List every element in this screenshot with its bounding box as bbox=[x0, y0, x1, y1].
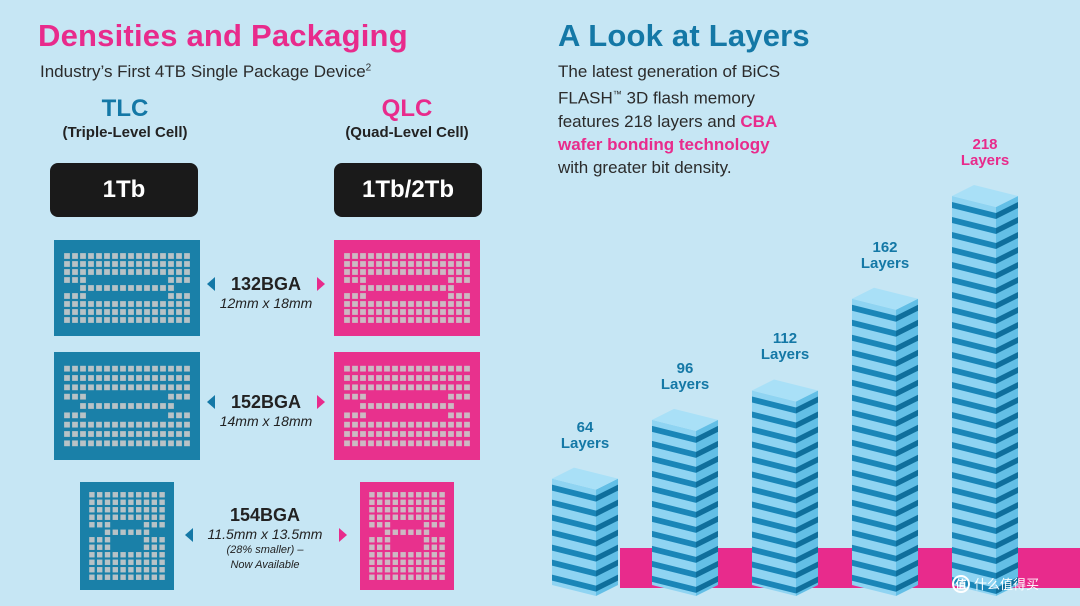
bar-96-layers bbox=[652, 408, 718, 596]
arrow-right-icon bbox=[317, 277, 325, 291]
bar-unit: Layers bbox=[760, 346, 810, 364]
bar-value: 162 bbox=[872, 238, 898, 256]
ball-grid-icon bbox=[64, 365, 190, 447]
ball-grid-icon bbox=[344, 253, 470, 323]
qlc-header: QLC (Quad-Level Cell) bbox=[322, 96, 492, 144]
bga-availability: Now Available bbox=[230, 559, 300, 571]
arrow-left-icon bbox=[207, 277, 215, 291]
desc-text: 3D flash memory bbox=[621, 88, 755, 108]
desc-line: The latest generation of BiCS bbox=[558, 62, 781, 81]
bar-112-layers bbox=[752, 379, 818, 596]
qlc-desc: (Quad-Level Cell) bbox=[345, 124, 469, 141]
bga-dims: 11.5mm x 13.5mm bbox=[207, 526, 323, 542]
qlc-label: QLC bbox=[381, 95, 433, 122]
tlc-desc: (Triple-Level Cell) bbox=[62, 124, 188, 141]
layers-title: A Look at Layers bbox=[558, 18, 810, 53]
bar-label: 64 Layers bbox=[542, 418, 628, 452]
footnote-marker: 2 bbox=[365, 62, 372, 74]
trademark-mark: ™ bbox=[612, 89, 622, 99]
bar-unit: Layers bbox=[960, 152, 1010, 169]
bar-unit: Layers bbox=[860, 254, 910, 272]
bga-dims: 12mm x 18mm bbox=[219, 295, 313, 311]
desc-line: features 218 layers and CBA bbox=[558, 110, 858, 133]
qlc-152bga-chip bbox=[334, 352, 480, 460]
bar-unit: Layers bbox=[660, 375, 710, 393]
qlc-154bga-chip bbox=[360, 482, 454, 590]
cba-highlight: CBA bbox=[740, 111, 778, 131]
bga-152-label: 152BGA 14mm x 18mm bbox=[210, 392, 322, 430]
tlc-152bga-chip bbox=[54, 352, 200, 460]
arrow-left-icon bbox=[185, 528, 193, 542]
bar-label: 218 Layers bbox=[942, 137, 1028, 169]
ball-grid-icon bbox=[64, 253, 190, 323]
ball-grid-icon bbox=[369, 492, 445, 580]
packaging-subtitle: Industry’s First 4TB Single Package Devi… bbox=[40, 62, 371, 82]
bga-154-label: 154BGA 11.5mm x 13.5mm (28% smaller) – N… bbox=[196, 505, 334, 573]
bar-value: 64 bbox=[576, 418, 594, 436]
bga-name: 154BGA bbox=[229, 505, 301, 525]
layers-description: The latest generation of BiCS FLASH™ 3D … bbox=[558, 60, 858, 179]
packaging-subtitle-text: Industry’s First 4TB Single Package Devi… bbox=[40, 62, 366, 81]
bar-label: 162 Layers bbox=[842, 238, 928, 272]
qlc-capacity-box: 1Tb/2Tb bbox=[334, 163, 482, 217]
tlc-header: TLC (Triple-Level Cell) bbox=[40, 96, 210, 144]
bar-value: 218 bbox=[972, 136, 998, 153]
bga-dims: 14mm x 18mm bbox=[219, 413, 313, 429]
qlc-132bga-chip bbox=[334, 240, 480, 336]
desc-line: FLASH™ 3D flash memory bbox=[558, 83, 858, 110]
bga-132-label: 132BGA 12mm x 18mm bbox=[210, 274, 322, 312]
bar-64-layers bbox=[552, 467, 618, 596]
bar-218-layers bbox=[952, 185, 1018, 596]
bar-unit: Layers bbox=[560, 434, 610, 452]
bga-name: 152BGA bbox=[230, 392, 302, 412]
desc-highlight-line: wafer bonding technology bbox=[558, 134, 770, 154]
arrow-right-icon bbox=[339, 528, 347, 542]
ball-grid-icon bbox=[344, 365, 470, 447]
arrow-left-icon bbox=[207, 395, 215, 409]
watermark: 值 什么值得买 bbox=[952, 574, 1039, 593]
arrow-right-icon bbox=[317, 395, 325, 409]
desc-text: FLASH bbox=[558, 88, 613, 108]
bar-162-layers bbox=[852, 287, 918, 596]
layers-bar-chart bbox=[552, 185, 1080, 596]
bar-value: 112 bbox=[772, 330, 798, 348]
tlc-154bga-chip bbox=[80, 482, 174, 590]
tlc-label: TLC bbox=[101, 95, 149, 122]
bar-label: 112 Layers bbox=[742, 331, 828, 363]
watermark-text: 什么值得买 bbox=[974, 577, 1040, 592]
tlc-132bga-chip bbox=[54, 240, 200, 336]
desc-line: with greater bit density. bbox=[558, 157, 732, 177]
tlc-capacity-box: 1Tb bbox=[50, 163, 198, 217]
bar-label: 96 Layers bbox=[642, 359, 728, 393]
desc-text: features 218 layers and bbox=[558, 111, 741, 131]
bar-value: 96 bbox=[676, 359, 694, 377]
bga-note: (28% smaller) – bbox=[226, 544, 304, 556]
watermark-logo-icon: 值 bbox=[952, 574, 970, 593]
packaging-title: Densities and Packaging bbox=[38, 18, 408, 53]
ball-grid-icon bbox=[89, 492, 165, 580]
bga-name: 132BGA bbox=[230, 274, 302, 294]
